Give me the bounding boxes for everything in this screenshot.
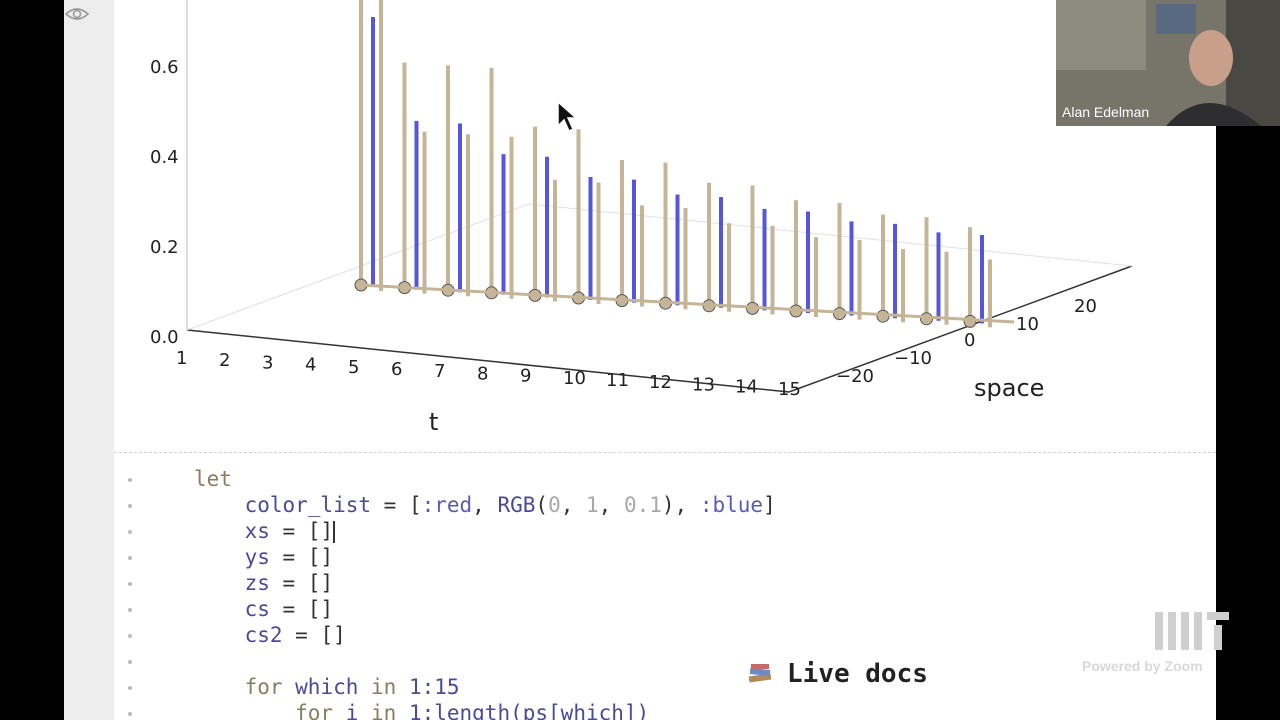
code-line: ys = [] [128, 544, 334, 570]
stem-marker [920, 312, 933, 326]
line-gutter-dot [128, 530, 132, 534]
code-token: 1 [586, 493, 599, 517]
code-line: color_list = [:red, RGB(0, 1, 0.1), :blu… [128, 492, 776, 518]
code-token: in [371, 701, 409, 720]
t-tick-label: 7 [434, 361, 445, 382]
t-tick-label: 15 [778, 379, 801, 400]
t-tick-label: 2 [219, 350, 230, 371]
code-token: i [345, 701, 372, 720]
code-token: 1:15 [408, 675, 460, 699]
line-gutter-dot [128, 660, 132, 664]
eye-icon[interactable] [64, 4, 90, 24]
code-token: for [194, 675, 296, 699]
line-gutter-dot [128, 478, 132, 482]
line-gutter-dot [128, 686, 132, 690]
code-token: = [ [383, 493, 422, 517]
code-line: let [128, 466, 232, 492]
line-gutter-dot [128, 634, 132, 638]
text-cursor [333, 521, 336, 543]
line-gutter-dot [128, 504, 132, 508]
base-line [360, 283, 1015, 324]
code-token: = [] [282, 519, 334, 543]
code-token: , [472, 493, 498, 517]
t-tick-label: 5 [348, 357, 359, 378]
participant-name: Alan Edelman [1062, 104, 1150, 120]
code-token: = [] [295, 623, 346, 647]
code-token: , [560, 493, 587, 517]
code-token: 1:length(ps[which]) [408, 701, 650, 720]
t-tick-label: 3 [262, 352, 273, 373]
line-gutter-dot [128, 608, 132, 612]
cell-divider [114, 452, 1216, 453]
space-tick-label: 20 [1074, 296, 1097, 317]
code-line: for i in 1:length(ps[which]) [128, 700, 650, 720]
t-axis-label: t [429, 408, 438, 436]
code-token: for [194, 701, 346, 720]
code-token: in [371, 675, 409, 699]
books-icon [748, 664, 772, 683]
z-tick-label: 0.6 [150, 57, 179, 78]
space-tick-label: 10 [1016, 314, 1039, 335]
code-token: which [295, 675, 372, 699]
code-token: :blue [699, 493, 764, 517]
z-tick-label: 0.4 [150, 147, 179, 168]
line-gutter-dot [128, 582, 132, 586]
t-tick-label: 4 [305, 355, 316, 376]
zoom-branding: Powered by Zoom [1082, 658, 1203, 674]
cell-gutter [64, 0, 114, 720]
code-token: :red [421, 493, 473, 517]
t-tick-label: 13 [692, 374, 715, 395]
code-token: let [194, 467, 232, 491]
t-tick-label: 11 [606, 370, 629, 391]
stem-plot-3d: 0.00.20.40.6 1 2 3 4 5 6 7 8 9 10 11 12 13 14 15 −20−1… [150, 0, 1133, 436]
notebook-page: 0.0 0.2 0.4 0.6 1 2 3 4 5 6 7 8 9 10 11 12 13 14 15 −20 −1… [64, 0, 1216, 720]
t-tick-label: 8 [477, 363, 488, 384]
t-tick-label: 1 [176, 348, 187, 369]
code-token: = [] [282, 597, 334, 621]
code-token: cs [194, 597, 283, 621]
code-line: for which in 1:15 [128, 674, 460, 700]
live-docs-label: Live docs [787, 659, 928, 689]
code-token: 0 [548, 493, 561, 517]
z-tick-label: 0.2 [150, 237, 179, 258]
code-line: zs = [] [128, 570, 334, 596]
code-token: ( [535, 493, 549, 517]
space-tick-label: −10 [894, 348, 932, 369]
mouse-pointer-icon [557, 100, 578, 133]
line-gutter-dot [128, 556, 132, 560]
code-token: = [] [282, 545, 334, 569]
code-token: 0.1 [623, 493, 662, 517]
t-tick-label: 14 [735, 377, 758, 398]
line-gutter-dot [128, 712, 132, 716]
space-axis-label: space [974, 374, 1044, 402]
code-token: ys [194, 545, 283, 569]
t-tick-label: 9 [520, 366, 531, 387]
code-token: zs [194, 571, 283, 595]
code-token: xs [194, 519, 283, 543]
space-tick-label: −20 [836, 366, 874, 387]
mit-logo [1155, 612, 1229, 650]
t-tick-label: 10 [563, 368, 586, 389]
t-tick-label: 6 [391, 359, 402, 380]
code-token: = [] [282, 571, 334, 595]
code-token: cs2 [194, 623, 296, 647]
code-token: RGB [497, 493, 536, 517]
code-cell[interactable]: let color_list = [:red, RGB(0, 1, 0.1), … [128, 462, 1214, 720]
code-line: xs = [] [128, 518, 336, 544]
code-line: cs2 = [] [128, 622, 346, 648]
code-token: ), [661, 493, 700, 517]
participant-video-tile[interactable]: Alan Edelman [1056, 0, 1280, 126]
t-tick-label: 12 [649, 372, 672, 393]
code-token: ] [763, 493, 776, 517]
live-docs-button[interactable]: Live docs [747, 656, 928, 692]
space-tick-label: 0 [964, 330, 975, 351]
z-tick-label: 0.0 [150, 327, 179, 348]
code-token: , [598, 493, 624, 517]
code-line: cs = [] [128, 596, 334, 622]
video-frame-image [1056, 0, 1280, 126]
code-token: color_list [194, 493, 384, 517]
stem-marker [963, 314, 977, 328]
